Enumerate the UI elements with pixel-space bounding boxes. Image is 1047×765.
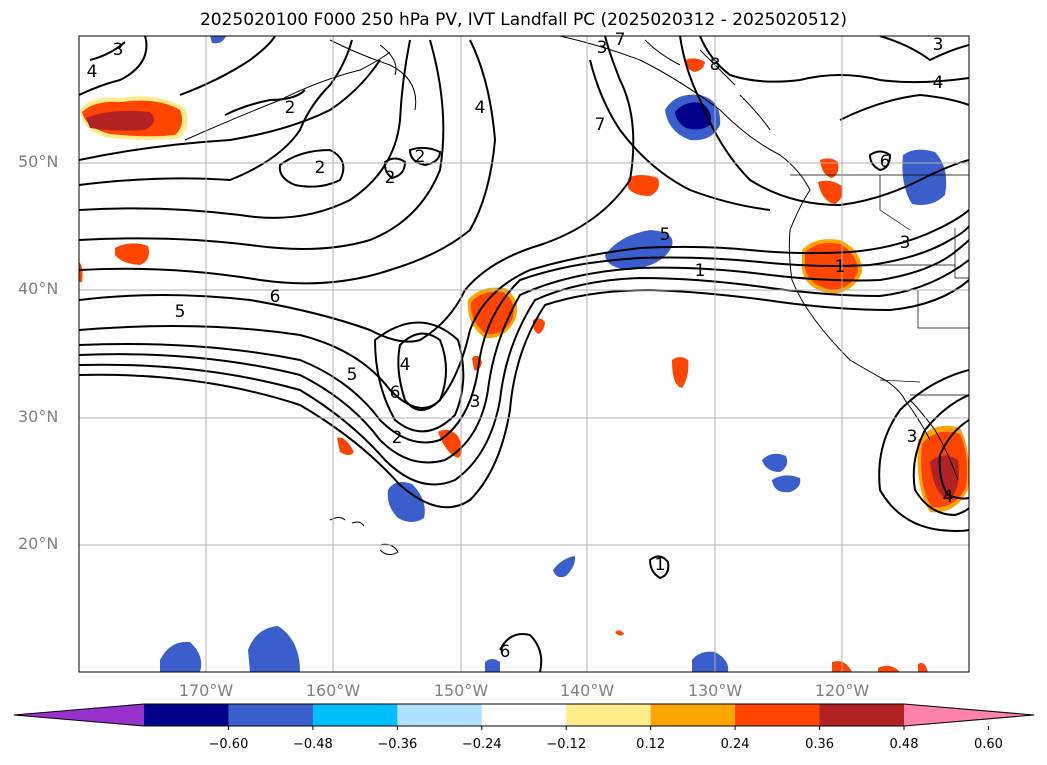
pv-negative-anomaly (387, 482, 425, 522)
map-frame (78, 35, 970, 673)
lon-label-170w: 170°W (178, 681, 234, 700)
pv-contours (79, 36, 969, 672)
map-background (79, 36, 969, 672)
colorbar-segment (228, 704, 314, 726)
colorbar-extend-high (904, 704, 1034, 726)
contour-label: 3 (907, 427, 918, 447)
contour-label: 6 (500, 642, 511, 662)
pv-positive-anomaly (628, 175, 659, 196)
contour-label: 2 (285, 98, 296, 118)
political-borders (790, 174, 969, 396)
lat-label-20n: 20°N (18, 534, 59, 553)
lon-label-130w: 130°W (687, 681, 743, 700)
pv-positive-anomaly (115, 243, 149, 265)
pv-negative-anomaly (553, 556, 576, 578)
contour-label: 7 (595, 115, 606, 135)
colorbar-tick-label: 0.60 (973, 737, 1003, 752)
contour-label: 1 (835, 257, 846, 277)
contour-label: 8 (710, 55, 721, 75)
colorbar-tick-label: −0.24 (461, 737, 502, 752)
pv-positive-anomaly (918, 663, 928, 672)
colorbar-segment (735, 704, 821, 726)
contour-label: 6 (390, 383, 401, 403)
pv-negative-anomaly (485, 659, 500, 672)
pv-positive-anomaly (79, 262, 83, 282)
colorbar-segment (650, 704, 736, 726)
contour-label: 6 (880, 152, 891, 172)
pv-negative-anomaly (248, 626, 300, 672)
pv-negative-anomaly (762, 453, 788, 472)
pv-positive-anomaly (878, 665, 900, 672)
pv-positive-anomaly (818, 180, 843, 204)
contour-label: 1 (695, 261, 706, 281)
contour-label: 7 (615, 30, 626, 50)
map-title: 2025020100 F000 250 hPa PV, IVT Landfall… (199, 10, 847, 30)
contour-label: 6 (270, 287, 281, 307)
contour-label: 5 (347, 365, 358, 385)
lat-label-30n: 30°N (18, 407, 59, 426)
colorbar-outline (13, 703, 1035, 727)
colorbar-tick-label: 0.48 (889, 737, 919, 752)
pv-positive-anomaly (685, 58, 705, 72)
contour-label: 2 (415, 147, 426, 167)
colorbar-tick-label: −0.36 (377, 737, 418, 752)
lon-label-140w: 140°W (559, 681, 615, 700)
colorbar-segment (819, 704, 905, 726)
contour-label: 4 (87, 62, 98, 82)
pv-negative-anomaly (772, 475, 801, 493)
contour-label: 4 (943, 487, 954, 507)
contour-label: 5 (175, 302, 186, 322)
contour-label: 3 (113, 40, 124, 60)
contour-label: 3 (470, 392, 481, 412)
pv-positive-anomaly (470, 291, 514, 335)
contour-label: 2 (385, 168, 396, 188)
colorbar-tick-label: −0.12 (546, 737, 587, 752)
colorbar-tick-label: −0.48 (292, 737, 333, 752)
colorbar-segment (144, 704, 229, 726)
pv-negative-anomaly (692, 651, 729, 672)
contour-label: 4 (475, 98, 486, 118)
contour-label: 5 (660, 225, 671, 245)
colorbar-segment (481, 704, 567, 726)
pv-positive-anomaly (337, 437, 354, 455)
contour-label: 4 (400, 355, 411, 375)
lat-label-40n: 40°N (18, 279, 59, 298)
colorbar-extend-low (14, 704, 144, 726)
colorbar-tick-label: −0.60 (208, 737, 249, 752)
lon-label-120w: 120°W (814, 681, 870, 700)
pv-negative-anomaly (160, 641, 202, 672)
colorbar-segment (566, 704, 652, 726)
gridlines (79, 36, 969, 672)
colorbar-tick-label: 0.36 (805, 737, 835, 752)
lat-label-50n: 50°N (18, 152, 59, 171)
contour-label: 4 (933, 73, 944, 93)
colorbar-segment (312, 704, 398, 726)
lon-label-160w: 160°W (305, 681, 361, 700)
contour-label: 3 (900, 233, 911, 253)
contour-label: 1 (655, 555, 666, 575)
pv-positive-anomaly (672, 357, 689, 388)
colorbar-tick-label: 0.12 (636, 737, 666, 752)
pv-positive-anomaly (930, 455, 959, 500)
colorbar-tick-label: 0.24 (720, 737, 750, 752)
pv-negative-anomaly (210, 36, 226, 44)
contour-label: 2 (392, 428, 403, 448)
pv-negative-anomaly (675, 102, 711, 130)
pv-positive-anomaly (86, 110, 154, 131)
lon-label-150w: 150°W (433, 681, 489, 700)
contour-label: 3 (933, 35, 944, 55)
pv-positive-anomaly (615, 630, 624, 636)
contour-label: 2 (315, 158, 326, 178)
pv-positive-anomaly (532, 318, 545, 334)
contour-label: 3 (597, 38, 608, 58)
colorbar-segment (397, 704, 483, 726)
